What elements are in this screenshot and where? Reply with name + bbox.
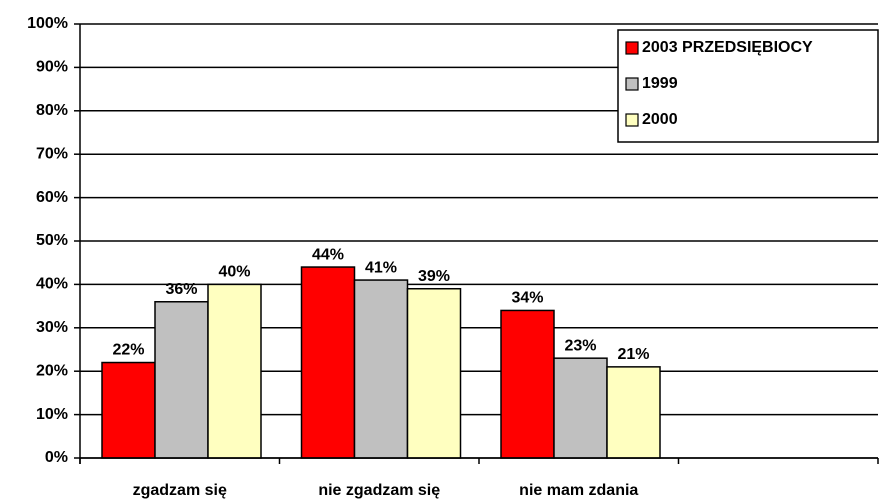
bar bbox=[101, 361, 156, 459]
y-tick-label: 60% bbox=[36, 189, 68, 206]
legend-label: 2000 bbox=[642, 111, 678, 128]
y-tick-label: 50% bbox=[36, 232, 68, 249]
x-tick-label: zgadzam się bbox=[133, 482, 227, 499]
y-tick-label: 90% bbox=[36, 59, 68, 76]
y-tick-label: 20% bbox=[36, 362, 68, 379]
data-label: 41% bbox=[365, 259, 397, 276]
data-label: 40% bbox=[218, 264, 250, 281]
bar bbox=[300, 266, 356, 459]
y-tick-label: 0% bbox=[45, 449, 68, 466]
data-label: 21% bbox=[617, 346, 649, 363]
data-label: 36% bbox=[165, 281, 197, 298]
bar bbox=[500, 309, 555, 459]
bar bbox=[406, 287, 462, 459]
data-label: 34% bbox=[511, 290, 543, 307]
legend-box bbox=[617, 29, 879, 143]
y-tick-label: 70% bbox=[36, 145, 68, 162]
legend-swatch bbox=[625, 77, 639, 91]
y-tick-label: 80% bbox=[36, 102, 68, 119]
data-label: 22% bbox=[112, 342, 144, 359]
data-label: 44% bbox=[312, 246, 344, 263]
bar bbox=[606, 366, 661, 459]
legend-label: 1999 bbox=[642, 75, 678, 92]
bar bbox=[353, 279, 409, 459]
y-tick-label: 10% bbox=[36, 406, 68, 423]
legend-swatch bbox=[625, 41, 639, 55]
data-label: 23% bbox=[564, 337, 596, 354]
y-tick-label: 40% bbox=[36, 276, 68, 293]
bar bbox=[154, 301, 209, 459]
y-tick-label: 100% bbox=[27, 15, 68, 32]
bar bbox=[553, 357, 608, 459]
bar bbox=[207, 283, 262, 459]
x-tick-label: nie mam zdania bbox=[519, 482, 638, 499]
legend-swatch bbox=[625, 113, 639, 127]
legend-label: 2003 PRZEDSIĘBIOCY bbox=[642, 39, 813, 56]
y-tick-label: 30% bbox=[36, 319, 68, 336]
data-label: 39% bbox=[418, 268, 450, 285]
x-tick-label: nie zgadzam się bbox=[318, 482, 440, 499]
